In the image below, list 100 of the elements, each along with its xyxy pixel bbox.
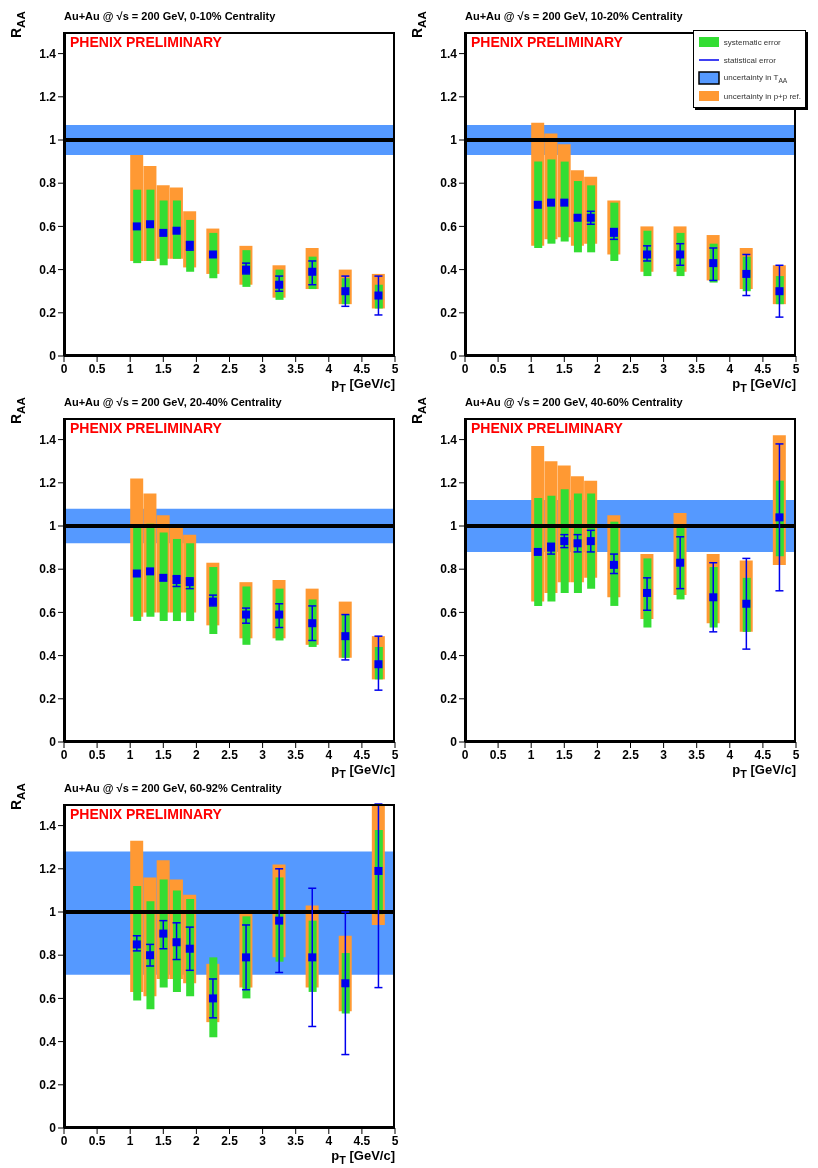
y-tick-label: 0.4: [39, 648, 57, 663]
x-axis-title: p$_{T}$ [GeV/c]: [331, 762, 395, 780]
y-tick-label: 1.4: [39, 432, 57, 447]
x-tick-label: 4.5: [353, 747, 371, 762]
x-tick-label: 1: [126, 747, 134, 762]
x-tick-label: 3: [259, 1133, 267, 1148]
y-tick-label: 0.2: [440, 306, 458, 321]
annotation: PHENIX PRELIMINARY: [471, 34, 623, 50]
point: [560, 537, 569, 546]
bar: [547, 159, 556, 244]
bar: [560, 161, 569, 242]
chart-title: Au+Au @ √s = 200 GeV, 20-40% Centrality: [64, 396, 282, 408]
legend-label: uncertainty in p+p ref.: [723, 91, 801, 101]
x-tick-label: 3.5: [688, 747, 706, 762]
x-tick-label: 2: [193, 1133, 201, 1148]
x-tick-label: 3.5: [287, 1133, 305, 1148]
y-tick-label: 1: [450, 519, 458, 534]
x-tick-label: 2: [594, 747, 602, 762]
x-tick-label: 5: [391, 1133, 399, 1148]
chart-title: Au+Au @ √s = 200 GeV, 10-20% Centrality: [465, 10, 683, 22]
y-tick-label: 1.4: [39, 46, 57, 61]
point: [573, 213, 582, 222]
y-tick-label: 0.6: [39, 991, 57, 1006]
point: [676, 250, 685, 259]
point: [146, 567, 155, 576]
y-tick-label: 0: [450, 735, 458, 750]
point: [132, 940, 141, 949]
point: [242, 610, 251, 619]
point: [643, 250, 652, 259]
point: [533, 547, 542, 556]
point: [208, 994, 217, 1003]
point: [547, 198, 556, 207]
x-tick-label: 2.5: [622, 747, 640, 762]
x-tick-label: 4.5: [754, 747, 772, 762]
point: [341, 632, 350, 641]
y-tick-label: 1: [49, 133, 57, 148]
y-tick-label: 1: [49, 905, 57, 920]
x-tick-label: 3: [660, 361, 668, 376]
y-tick-label: 1.4: [440, 46, 458, 61]
x-tick-label: 4: [726, 747, 734, 762]
y-tick-label: 0.8: [39, 948, 57, 963]
x-tick-label: 4: [325, 1133, 333, 1148]
legend-label: systematic error: [723, 37, 781, 47]
point: [208, 250, 217, 259]
bar: [534, 161, 543, 248]
point: [374, 660, 383, 669]
x-tick-label: 4: [325, 747, 333, 762]
x-tick-label: 3.5: [287, 747, 305, 762]
chart-title: Au+Au @ √s = 200 GeV, 0-10% Centrality: [64, 10, 276, 22]
point: [609, 560, 618, 569]
x-tick-label: 0.5: [88, 747, 106, 762]
y-tick-label: 0.2: [39, 306, 57, 321]
y-tick-label: 1: [49, 519, 57, 534]
y-tick-label: 1.2: [440, 476, 458, 491]
y-tick-label: 0.2: [39, 692, 57, 707]
y-tick-label: 0.8: [39, 562, 57, 577]
point: [676, 558, 685, 567]
x-axis-title: p$_{T}$ [GeV/c]: [331, 1148, 395, 1166]
y-tick-label: 0.8: [440, 176, 458, 191]
point: [308, 619, 317, 628]
x-tick-label: 3: [660, 747, 668, 762]
point: [709, 259, 718, 268]
x-tick-label: 3.5: [287, 361, 305, 376]
y-tick-label: 1.2: [440, 90, 458, 105]
x-tick-label: 0: [60, 361, 68, 376]
x-tick-label: 0.5: [88, 1133, 106, 1148]
y-tick-label: 0.6: [39, 219, 57, 234]
x-tick-label: 4.5: [353, 361, 371, 376]
x-tick-label: 3.5: [688, 361, 706, 376]
point: [533, 200, 542, 209]
x-tick-label: 0: [60, 1133, 68, 1148]
x-tick-label: 4: [726, 361, 734, 376]
point: [242, 953, 251, 962]
chart-title: Au+Au @ √s = 200 GeV, 60-92% Centrality: [64, 782, 282, 794]
x-tick-label: 2: [193, 361, 201, 376]
point: [146, 220, 155, 229]
x-axis-title: p$_{T}$ [GeV/c]: [732, 762, 796, 780]
point: [172, 226, 181, 235]
point: [560, 198, 569, 207]
y-tick-label: 0.2: [39, 1078, 57, 1093]
y-tick-label: 0.4: [39, 262, 57, 277]
y-tick-label: 0.8: [440, 562, 458, 577]
y-tick-label: 0: [49, 1121, 57, 1136]
point: [742, 269, 751, 278]
y-tick-label: 0.4: [39, 1034, 57, 1049]
bar: [159, 532, 168, 622]
x-tick-label: 0.5: [489, 361, 507, 376]
x-tick-label: 1.5: [555, 361, 573, 376]
x-tick-label: 3: [259, 361, 267, 376]
y-tick-label: 1.2: [39, 90, 57, 105]
y-tick-label: 0: [450, 349, 458, 364]
x-tick-label: 2.5: [622, 361, 640, 376]
x-tick-label: 2.5: [221, 361, 239, 376]
point: [609, 228, 618, 237]
x-tick-label: 1: [126, 361, 134, 376]
x-tick-label: 2.5: [221, 1133, 239, 1148]
y-tick-label: 0.2: [440, 692, 458, 707]
x-tick-label: 5: [792, 361, 800, 376]
annotation: PHENIX PRELIMINARY: [471, 420, 623, 436]
annotation: PHENIX PRELIMINARY: [70, 34, 222, 50]
